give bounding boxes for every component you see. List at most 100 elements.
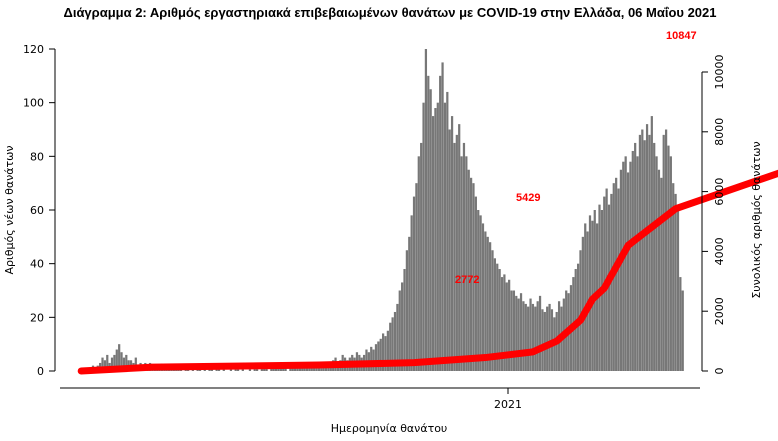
bar — [134, 357, 137, 371]
bar — [303, 368, 306, 371]
bar — [486, 236, 489, 371]
bar — [676, 210, 680, 371]
bar — [412, 196, 416, 371]
bar — [519, 293, 523, 371]
bar — [308, 368, 311, 371]
bar — [657, 169, 661, 371]
bar — [655, 156, 658, 371]
bar — [443, 102, 447, 372]
bar — [115, 349, 118, 371]
bar — [391, 317, 394, 371]
right-tick-label-0: 0 — [713, 368, 726, 375]
bar — [477, 210, 480, 371]
bar — [510, 290, 513, 371]
bar — [524, 303, 527, 371]
bar — [384, 336, 387, 371]
bar — [424, 49, 428, 371]
bar — [667, 145, 670, 371]
bar — [631, 150, 634, 371]
bar — [465, 156, 468, 371]
bar — [446, 91, 449, 372]
bar — [431, 116, 435, 371]
bar — [263, 368, 266, 371]
bar — [674, 193, 677, 371]
bar — [277, 368, 280, 371]
bar — [679, 277, 682, 371]
bar — [365, 349, 368, 371]
bar — [546, 306, 549, 371]
bar — [548, 303, 551, 371]
bar — [386, 330, 389, 371]
bar — [669, 156, 672, 371]
bar — [615, 177, 618, 371]
bar — [662, 134, 665, 371]
annotation-total: 10847 — [666, 30, 697, 42]
bar — [265, 368, 268, 371]
bar — [106, 354, 109, 371]
bar — [636, 156, 639, 371]
bar — [617, 188, 620, 371]
bar — [474, 196, 477, 371]
bar — [458, 124, 461, 371]
bar — [498, 269, 501, 371]
bar — [493, 258, 496, 371]
bar — [489, 242, 492, 371]
bar — [122, 357, 126, 371]
x-tick-label-2021: 2021 — [494, 398, 522, 411]
right-tick-label-10000: 10000 — [713, 55, 726, 90]
bar — [598, 204, 601, 371]
bar — [427, 75, 430, 371]
bar — [439, 75, 442, 371]
cumulative-deaths-line — [77, 169, 778, 375]
left-tick-label-20: 20 — [30, 311, 44, 324]
x-axis-label: Ημερομηνία θανάτου — [331, 422, 448, 435]
left-tick-label-120: 120 — [23, 43, 44, 56]
bar — [634, 142, 637, 371]
bar — [593, 210, 596, 371]
bar — [622, 161, 625, 371]
bar — [529, 298, 532, 371]
bar — [629, 161, 632, 371]
bar — [626, 172, 630, 371]
bar — [236, 368, 240, 371]
bar — [460, 156, 463, 371]
bar — [289, 368, 292, 371]
bar — [410, 215, 413, 371]
bar — [479, 215, 482, 371]
bar — [638, 134, 642, 371]
bar — [543, 311, 546, 371]
bar — [664, 129, 668, 371]
y-axis-label-right: Συνολικός αριθμός θανάτων — [750, 141, 763, 298]
bar — [389, 322, 392, 371]
bar — [374, 344, 378, 371]
bar — [672, 183, 675, 371]
bar — [234, 368, 237, 371]
left-tick-label-40: 40 — [30, 258, 44, 271]
cumulative-deaths-line-group — [77, 169, 778, 375]
bar — [579, 250, 582, 371]
x-axis: 2021 — [60, 387, 700, 411]
bar — [270, 368, 273, 371]
bar — [522, 301, 525, 371]
bar — [396, 303, 399, 371]
right-tick-label-2000: 2000 — [713, 297, 726, 325]
bar — [255, 368, 259, 371]
bar — [420, 142, 423, 371]
bar — [408, 236, 411, 371]
bar — [450, 116, 454, 371]
bar — [515, 295, 518, 371]
bar — [581, 236, 584, 371]
bar — [284, 368, 287, 371]
bar — [320, 368, 323, 371]
bar — [503, 274, 506, 371]
bar — [403, 269, 406, 371]
bar — [101, 357, 104, 371]
bar — [538, 295, 542, 371]
bar — [393, 311, 397, 371]
bar — [398, 290, 401, 371]
bar — [241, 368, 244, 371]
bar — [505, 282, 508, 371]
bar — [113, 354, 116, 371]
annotation-mid: 5429 — [516, 192, 540, 204]
bar — [455, 134, 458, 371]
